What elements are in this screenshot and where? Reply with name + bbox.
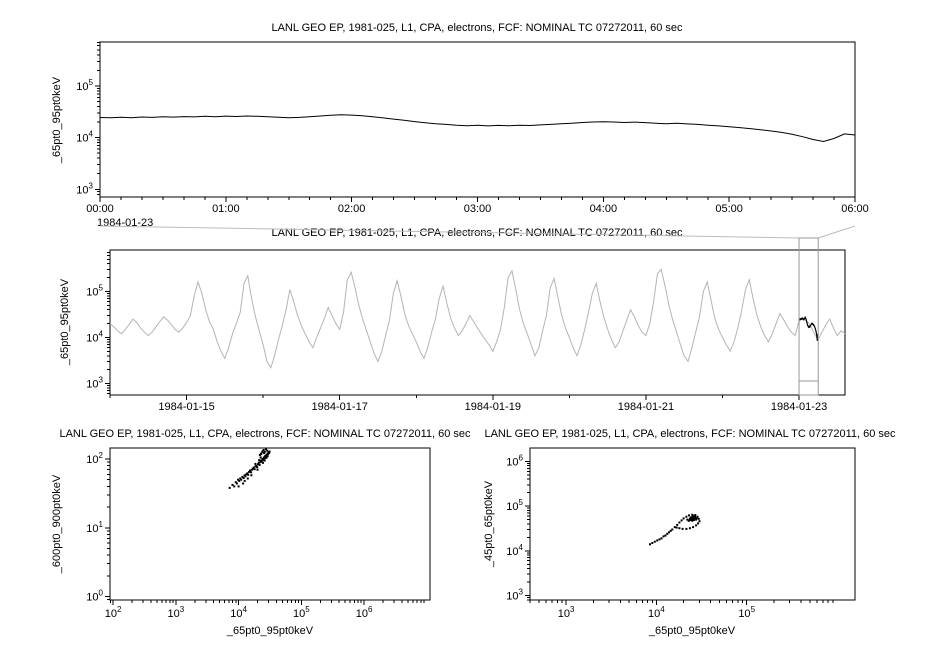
plot-frame — [109, 447, 431, 601]
tick-label: 103 — [76, 181, 93, 196]
tick-label: 105 — [86, 283, 103, 298]
tick-label: 1984-01-17 — [312, 401, 368, 413]
axes — [525, 460, 834, 605]
panel-2-scatter: LANL GEO EP, 1981-025, L1, CPA, electron… — [51, 428, 471, 637]
panel-0-plot-area[interactable]: 103 104 105 00:00 01:00 02:00 03:00 04:00 05:00 0… — [76, 41, 869, 215]
tick-label: 04:00 — [590, 203, 618, 215]
axes — [105, 458, 425, 605]
axes — [105, 252, 800, 400]
tick-label: 103 — [506, 588, 523, 603]
tick-label: 104 — [86, 329, 103, 344]
tick-label: 00:00 — [86, 203, 114, 215]
tick-label: 103 — [86, 375, 103, 390]
tick-label: 104 — [648, 605, 665, 620]
panel-0-timeseries-zoom: LANL GEO EP, 1981-025, L1, CPA, electron… — [51, 22, 869, 229]
panel-3-title: LANL GEO EP, 1981-025, L1, CPA, electron… — [484, 428, 896, 440]
panel-0-y-axis-label: _65pt0_95pt0keV — [51, 76, 63, 164]
tick-label: 105 — [76, 78, 93, 93]
overview-connector-right — [818, 225, 856, 239]
overview-connector-left — [99, 225, 800, 239]
plot-frame — [109, 249, 846, 396]
panel-3-x-axis-label: _65pt0_95pt0keV — [648, 625, 736, 637]
scatter-points — [649, 513, 701, 546]
panel-2-title: LANL GEO EP, 1981-025, L1, CPA, electron… — [59, 428, 471, 440]
tick-label: 106 — [506, 453, 523, 468]
tick-label: 105 — [506, 498, 523, 513]
data-series-line — [99, 114, 856, 143]
tick-label: 05:00 — [715, 203, 743, 215]
data-series-line — [109, 268, 846, 369]
highlighted-interval-line — [798, 316, 819, 342]
panel-3-y-axis-label: _45pt0_65pt0keV — [483, 480, 495, 568]
tick-label: 02:00 — [338, 203, 366, 215]
tick-label: 106 — [356, 605, 373, 620]
panel-1-timeseries-context: LANL GEO EP, 1981-025, L1, CPA, electron… — [59, 227, 846, 413]
panel-3-plot-area[interactable]: 103 104 105 106 103 104 105 — [506, 447, 856, 620]
tick-label: 1984-01-23 — [771, 401, 827, 413]
axes — [95, 41, 856, 202]
panel-2-y-axis-label: _600pt0_900pt0keV — [51, 474, 63, 574]
tick-label: 1984-01-21 — [618, 401, 674, 413]
tick-label: 103 — [558, 605, 575, 620]
tick-label: 105 — [293, 605, 310, 620]
panel-1-y-axis-label: _65pt0_95pt0keV — [59, 278, 71, 366]
tick-label: 104 — [506, 543, 523, 558]
selection-box[interactable] — [798, 237, 819, 396]
panel-3-scatter: LANL GEO EP, 1981-025, L1, CPA, electron… — [483, 428, 896, 637]
tick-label: 06:00 — [841, 203, 869, 215]
tick-label: 1984-01-19 — [465, 401, 521, 413]
plot-frame — [529, 447, 856, 601]
panel-1-title: LANL GEO EP, 1981-025, L1, CPA, electron… — [271, 227, 683, 239]
panel-0-title: LANL GEO EP, 1981-025, L1, CPA, electron… — [271, 22, 683, 34]
tick-label: 1984-01-15 — [158, 401, 214, 413]
panel-1-plot-area[interactable]: 103 104 105 1984-01-15 1984-01-17 1984-01-19 1… — [86, 249, 846, 413]
tick-label: 105 — [738, 605, 755, 620]
panel-2-x-axis-label: _65pt0_95pt0keV — [226, 625, 314, 637]
tick-label: 104 — [76, 130, 93, 145]
context-overview-overlay — [99, 225, 856, 396]
tick-label: 104 — [230, 605, 247, 620]
tick-label: 102 — [105, 605, 122, 620]
tick-label: 100 — [86, 589, 103, 604]
tick-label: 103 — [168, 605, 185, 620]
scatter-points — [228, 448, 271, 489]
tick-label: 101 — [86, 520, 103, 535]
plot-frame — [99, 41, 856, 198]
tick-label: 01:00 — [212, 203, 240, 215]
tick-label: 03:00 — [464, 203, 492, 215]
panel-2-plot-area[interactable]: 100 101 102 102 103 104 105 106 — [86, 447, 431, 620]
tick-label: 102 — [86, 451, 103, 466]
